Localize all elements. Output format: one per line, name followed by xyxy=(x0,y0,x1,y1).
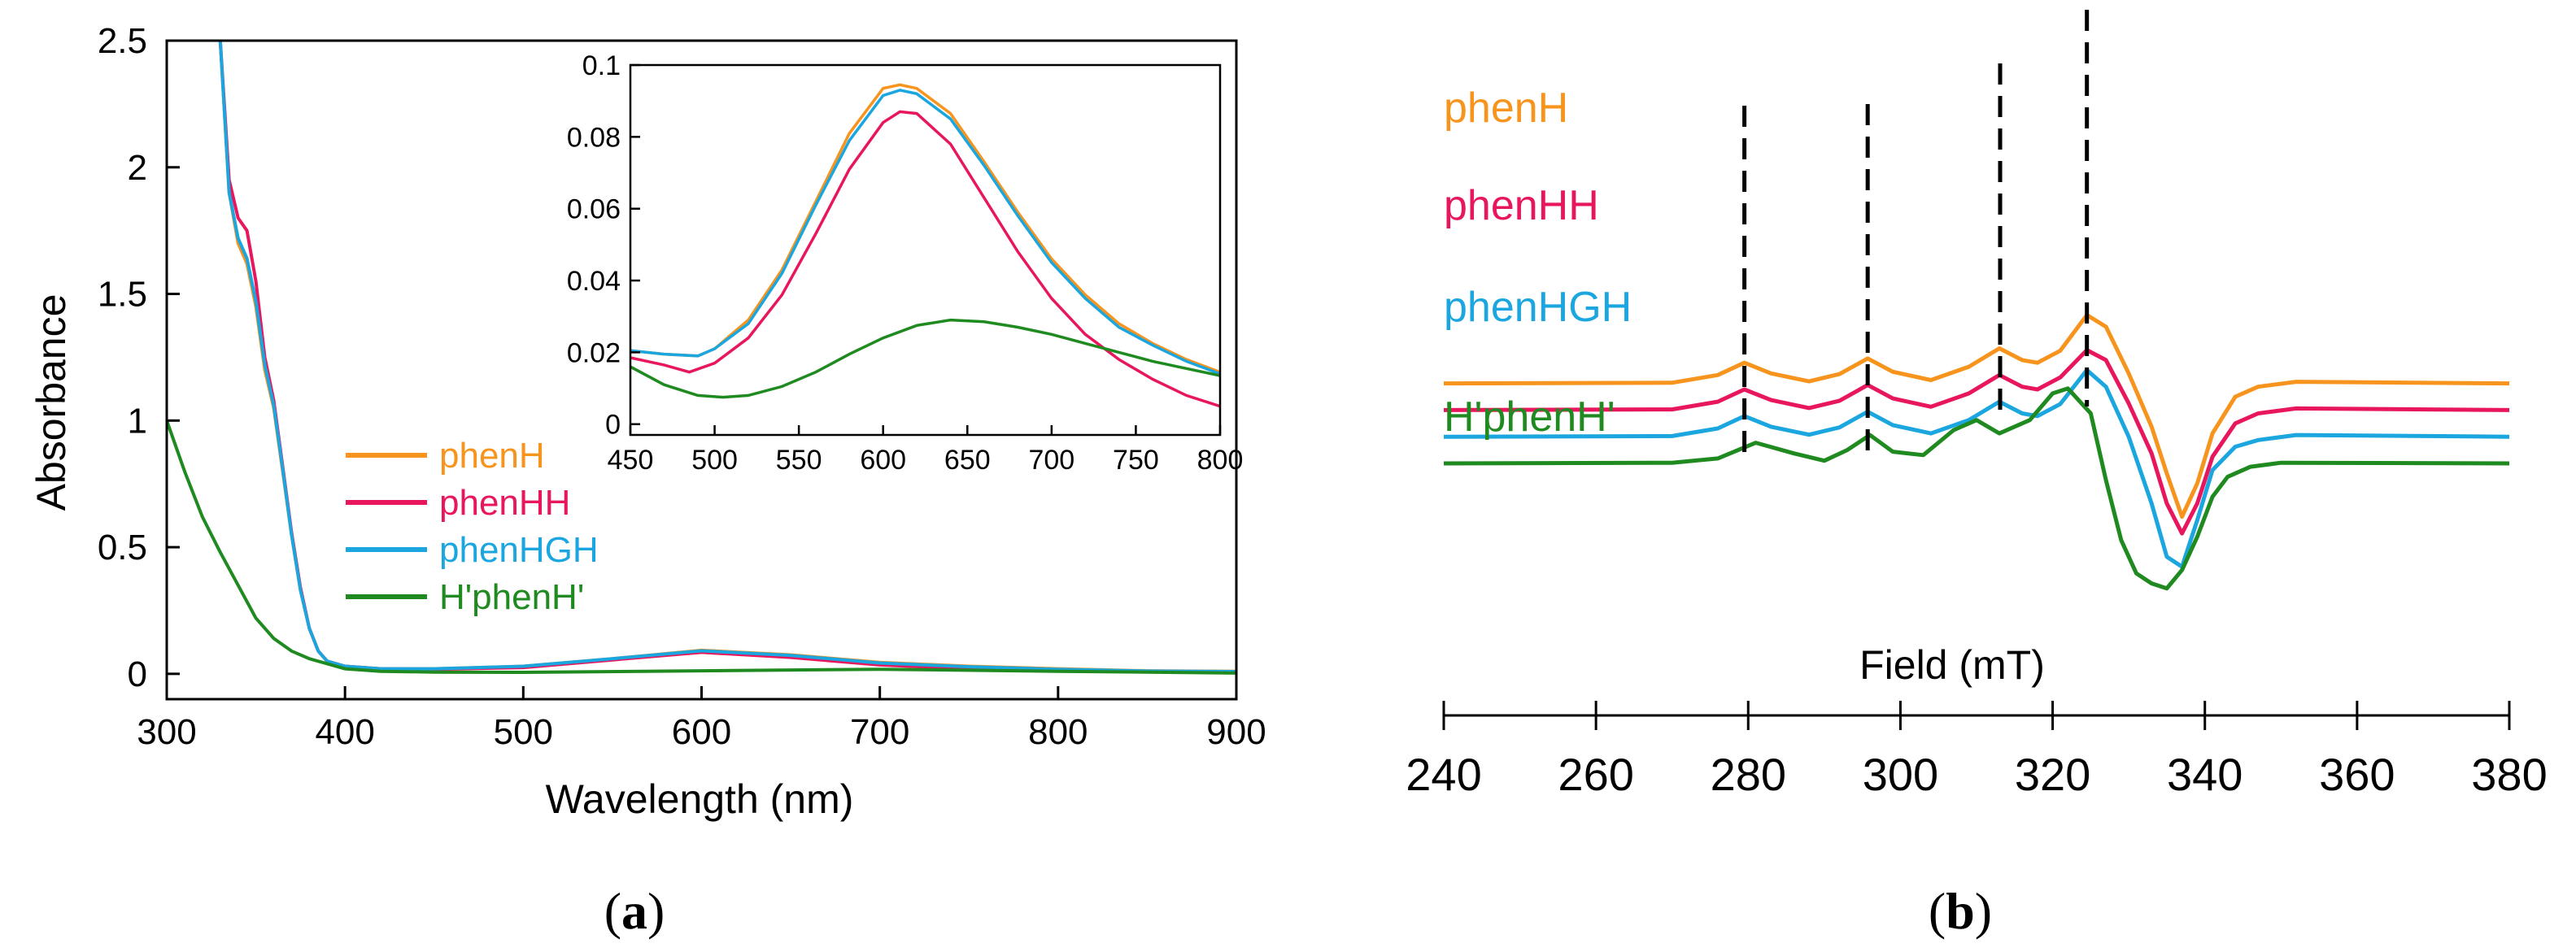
legend: phenH phenHH phenHGH H'phenH' xyxy=(346,436,599,617)
panel-b-axes: 240 260 280 300 320 340 360 380 xyxy=(1406,701,2548,800)
series-label-phenhh: phenHH xyxy=(1444,182,1599,229)
panel-a-series xyxy=(167,41,1236,675)
series-label-h-phenh: H'phenH' xyxy=(1444,393,1615,441)
x-tick-label: 400 xyxy=(315,712,374,752)
x-tick-label: 300 xyxy=(137,712,196,752)
x-tick-label: 300 xyxy=(1863,749,1938,800)
panel-a-axes: 300 400 500 600 700 800 900 0 0.5 1 1.5 2 2.5 xyxy=(98,21,1266,752)
inset-y-tick-label: 0.04 xyxy=(567,266,621,297)
inset-y-tick-label: 0.06 xyxy=(567,194,621,225)
panel-label-b-close: ) xyxy=(1975,882,1992,940)
y-tick-label: 0 xyxy=(128,654,147,694)
inset-x-tick-label: 500 xyxy=(691,445,738,476)
panel-label-b-letter: b xyxy=(1946,882,1975,940)
x-tick-label: 320 xyxy=(2015,749,2090,800)
series-label-phenhgh: phenHGH xyxy=(1444,284,1632,331)
y-tick-label: 0.5 xyxy=(98,528,147,567)
panel-label-a-open: ( xyxy=(604,882,621,940)
inset-axes: 450 500 550 600 650 700 750 800 0 0.02 0.04 0.06 0.0… xyxy=(567,50,1244,476)
epr-line-phenh xyxy=(1443,313,2510,519)
x-tick-label: 280 xyxy=(1711,749,1786,800)
inset-line-h-phenh xyxy=(630,318,1220,399)
legend-label-h-phenh: H'phenH' xyxy=(439,577,584,617)
x-tick-label: 260 xyxy=(1558,749,1633,800)
inset-x-tick-label: 600 xyxy=(860,445,906,476)
x-axis-label: Wavelength (nm) xyxy=(546,776,854,822)
x-tick-label: 700 xyxy=(850,712,909,752)
panel-label-a: (a) xyxy=(604,882,665,940)
series-label-phenh: phenH xyxy=(1444,85,1568,132)
epr-line-phenhgh xyxy=(1443,367,2510,569)
legend-label-phenhgh: phenHGH xyxy=(439,530,599,570)
x-tick-label: 360 xyxy=(2319,749,2395,800)
y-tick-label: 2 xyxy=(128,148,147,188)
panel-label-b-open: ( xyxy=(1929,882,1946,940)
inset-x-tick-label: 750 xyxy=(1113,445,1159,476)
series-line-h-phenh xyxy=(167,419,1236,675)
x-axis-label: Field (mT) xyxy=(1859,642,2045,688)
panel-label-a-close: ) xyxy=(647,882,665,940)
epr-line-phenhh xyxy=(1443,348,2510,536)
panel-b-chart: phenH phenHH phenHGH H'phenH' 240 260 280 300 3… xyxy=(1406,10,2548,800)
panel-label-a-letter: a xyxy=(621,882,647,940)
panel-label-b: (b) xyxy=(1929,882,1992,940)
panel-b-markers xyxy=(1742,10,2090,459)
legend-label-phenhh: phenHH xyxy=(439,483,570,523)
inset-y-tick-label: 0.1 xyxy=(582,50,621,81)
inset-x-tick-label: 800 xyxy=(1197,445,1244,476)
inset-x-tick-label: 650 xyxy=(944,445,991,476)
inset-series xyxy=(630,83,1220,408)
x-tick-label: 500 xyxy=(494,712,553,752)
y-tick-label: 1.5 xyxy=(98,275,147,315)
inset-y-tick-label: 0.08 xyxy=(567,122,621,153)
epr-line-h-phenh xyxy=(1443,386,2510,591)
inset-x-tick-label: 450 xyxy=(608,445,654,476)
legend-label-phenh: phenH xyxy=(439,436,545,476)
x-tick-label: 380 xyxy=(2471,749,2547,800)
y-tick-label: 1 xyxy=(128,401,147,441)
inset-y-tick-label: 0.02 xyxy=(567,337,621,368)
x-tick-label: 900 xyxy=(1206,712,1266,752)
x-tick-label: 600 xyxy=(672,712,731,752)
x-tick-label: 240 xyxy=(1406,749,1481,800)
panel-b-series-labels: phenH phenHH phenHGH H'phenH' xyxy=(1444,85,1632,441)
x-tick-label: 340 xyxy=(2167,749,2243,800)
inset-chart: 450 500 550 600 650 700 750 800 0 0.02 0.04 0.06 0.0… xyxy=(567,50,1244,476)
inset-line-phenhgh xyxy=(630,89,1220,376)
x-tick-label: 800 xyxy=(1028,712,1087,752)
y-axis-label: Absorbance xyxy=(28,294,74,511)
inset-frame xyxy=(629,63,1222,437)
inset-x-tick-label: 700 xyxy=(1028,445,1074,476)
inset-background xyxy=(553,57,1228,415)
panel-b-series xyxy=(1443,313,2510,591)
inset-x-tick-label: 550 xyxy=(776,445,822,476)
series-line-phenhgh xyxy=(218,41,1236,673)
panel-a-chart: 300 400 500 600 700 800 900 0 0.5 1 1.5 2 2.5 Absorb… xyxy=(28,21,1266,822)
inset-line-phenhh xyxy=(630,110,1220,408)
inset-y-tick-label: 0 xyxy=(605,410,621,441)
y-tick-label: 2.5 xyxy=(98,21,147,61)
